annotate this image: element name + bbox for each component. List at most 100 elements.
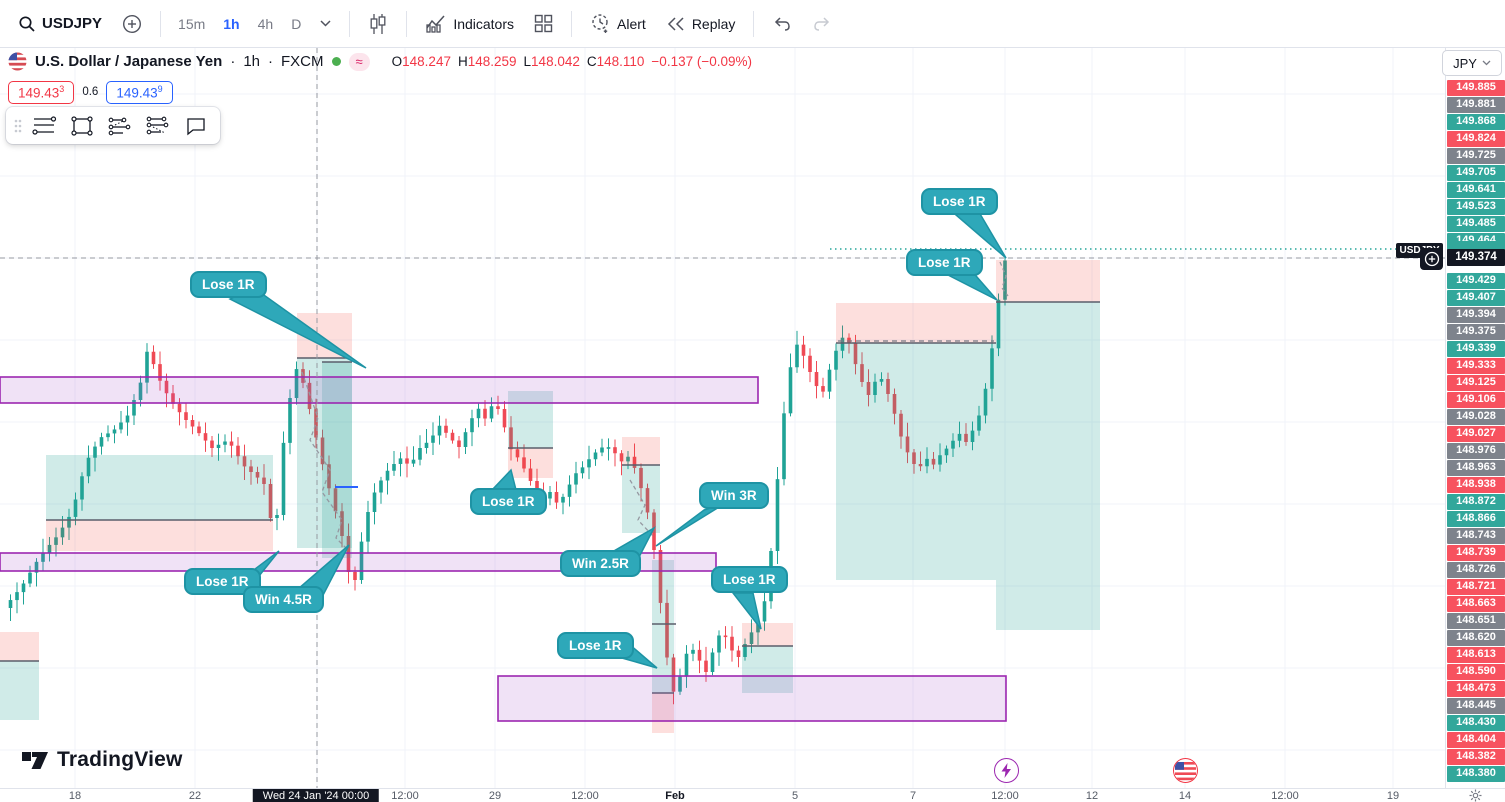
- win-result-callout[interactable]: Win 3R: [699, 482, 769, 509]
- tradingview-logo[interactable]: TradingView: [22, 748, 183, 772]
- drag-handle-icon[interactable]: [12, 116, 24, 136]
- timeframe-4h[interactable]: 4h: [257, 15, 274, 32]
- delayed-data-badge[interactable]: ≈: [348, 52, 370, 71]
- buy-price-button[interactable]: 149.439: [106, 81, 173, 104]
- alert-label: Alert: [617, 15, 646, 32]
- close-label: C: [586, 54, 597, 69]
- axis-settings-corner[interactable]: [1445, 788, 1505, 802]
- price-scale-label: 149.375: [1447, 324, 1505, 340]
- price-scale-label: 149.881: [1447, 97, 1505, 113]
- long-position-drawing[interactable]: [508, 391, 553, 478]
- chart-type-button[interactable]: [360, 8, 396, 40]
- short-position-drawing[interactable]: [297, 313, 352, 548]
- compare-add-symbol-button[interactable]: [114, 9, 150, 39]
- symbol-search-button[interactable]: USDJPY: [10, 10, 110, 38]
- price-scale[interactable]: JPY 149.885 149.881 149.868 149.824 149.725 1…: [1442, 48, 1505, 788]
- symbol-legend[interactable]: U.S. Dollar / Japanese Yen · 1h · FXCM ≈…: [8, 52, 752, 71]
- purple-zone-drawing[interactable]: [497, 675, 1007, 722]
- lose-result-callout[interactable]: Lose 1R: [184, 568, 261, 595]
- market-status-dot[interactable]: [331, 57, 341, 66]
- candlestick-chart-icon: [370, 13, 386, 34]
- chart-canvas[interactable]: [0, 48, 1445, 788]
- time-axis-tick: 12:00: [391, 790, 419, 802]
- replay-button[interactable]: Replay: [658, 11, 744, 37]
- symbol-description: U.S. Dollar / Japanese Yen: [35, 53, 223, 70]
- win-result-callout[interactable]: Win 4.5R: [243, 586, 324, 613]
- plus-circle-icon: [1424, 251, 1439, 267]
- rectangle-icon: [71, 115, 93, 136]
- lose-result-callout[interactable]: Lose 1R: [190, 271, 267, 298]
- order-panel: 149.433 0.6 149.439: [8, 81, 173, 104]
- long-position-tool-button[interactable]: [102, 111, 138, 141]
- chevron-down-icon: [320, 20, 331, 27]
- tradingview-logo-text: TradingView: [57, 748, 183, 771]
- change-value: −0.137 (−0.09%): [651, 54, 752, 69]
- purple-zone-drawing[interactable]: [0, 552, 717, 572]
- comment-tool-button[interactable]: [178, 111, 214, 141]
- currency-toggle-button[interactable]: JPY: [1442, 50, 1502, 76]
- price-scale-label: 148.938: [1447, 477, 1505, 493]
- time-axis-tick: 19: [1386, 790, 1400, 802]
- us-economic-event-icon[interactable]: [1173, 758, 1198, 783]
- lose-result-callout[interactable]: Lose 1R: [906, 249, 983, 276]
- price-scale-label: 149.885: [1447, 80, 1505, 96]
- lose-result-callout[interactable]: Lose 1R: [711, 566, 788, 593]
- price-scale-label: 148.651: [1447, 613, 1505, 629]
- short-position-drawing[interactable]: [996, 260, 1100, 630]
- price-scale-label: 149.339: [1447, 341, 1505, 357]
- price-scale-label: 148.404: [1447, 732, 1505, 748]
- rectangle-tool-button[interactable]: [64, 111, 100, 141]
- time-axis[interactable]: Wed 24 Jan '24 00:00 18 22 12:00 29 12:00 Feb…: [0, 788, 1445, 802]
- short-position-tool-button[interactable]: [140, 111, 176, 141]
- low-value: 148.042: [531, 54, 580, 69]
- timeframe-1d[interactable]: D: [291, 15, 302, 32]
- tradingview-logo-icon: [22, 752, 48, 769]
- time-axis-tick: 12:00: [571, 790, 599, 802]
- price-scale-label: 148.382: [1447, 749, 1505, 765]
- layout-grid-button[interactable]: [526, 9, 561, 38]
- price-scale-label: 148.590: [1447, 664, 1505, 680]
- price-scale-label: 148.430: [1447, 715, 1505, 731]
- lose-result-callout[interactable]: Lose 1R: [557, 632, 634, 659]
- separator-dot: ·: [230, 53, 236, 70]
- indicators-button[interactable]: Indicators: [417, 9, 522, 39]
- short-position-drawing[interactable]: [622, 437, 660, 533]
- undo-button[interactable]: [764, 11, 800, 37]
- price-scale-label: 149.125: [1447, 375, 1505, 391]
- long-position-drawing[interactable]: [46, 455, 273, 551]
- callout-tail: [490, 468, 517, 491]
- drawing-object-toolbar: [6, 107, 220, 144]
- short-position-drawing[interactable]: [836, 303, 996, 580]
- chart-pane[interactable]: U.S. Dollar / Japanese Yen · 1h · FXCM ≈…: [0, 48, 1445, 788]
- short-position-drawing[interactable]: [0, 632, 39, 720]
- chevron-down-icon: [1482, 60, 1491, 66]
- alert-button[interactable]: Alert: [582, 8, 654, 39]
- lightning-icon: [1001, 763, 1011, 778]
- short-position-drawing[interactable]: [742, 623, 793, 693]
- price-scale-label: 149.333: [1447, 358, 1505, 374]
- short-overlay-position-drawing[interactable]: [322, 361, 352, 558]
- timeframe-1h[interactable]: 1h: [223, 15, 240, 32]
- purple-zone-drawing[interactable]: [0, 376, 759, 404]
- sell-price-button[interactable]: 149.433: [8, 81, 75, 104]
- candles: [8, 255, 1007, 705]
- economic-event-icon[interactable]: [994, 758, 1019, 783]
- lose-result-callout[interactable]: Lose 1R: [470, 488, 547, 515]
- add-alert-plus-button[interactable]: [1420, 248, 1443, 270]
- parallel-lines-tool-button[interactable]: [26, 111, 62, 141]
- ohlc-values: O148.247 H148.259 L148.042 C148.110 −0.1…: [392, 54, 752, 69]
- timeframe-menu-button[interactable]: [312, 15, 339, 32]
- us-flag-icon: [1175, 760, 1196, 781]
- long-position-drawing[interactable]: [652, 560, 674, 733]
- price-scale-label: 149.106: [1447, 392, 1505, 408]
- win-result-callout[interactable]: Win 2.5R: [560, 550, 641, 577]
- timeframe-15m[interactable]: 15m: [178, 15, 206, 32]
- price-scale-label: 149.027: [1447, 426, 1505, 442]
- time-axis-tick: Feb: [665, 790, 685, 802]
- comment-bubble-icon: [187, 117, 205, 135]
- lose-result-callout[interactable]: Lose 1R: [921, 188, 998, 215]
- time-axis-tick: 29: [488, 790, 502, 802]
- toolbar-separator: [753, 10, 755, 37]
- price-scale-label: 149.523: [1447, 199, 1505, 215]
- redo-button[interactable]: [804, 11, 840, 37]
